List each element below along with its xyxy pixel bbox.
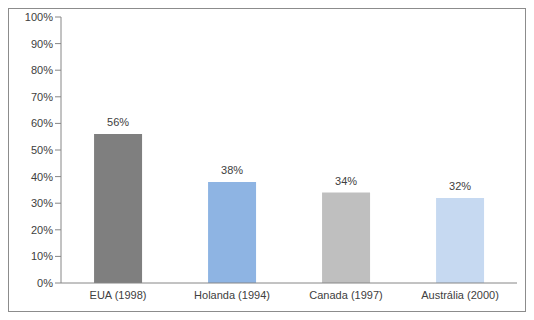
svg-text:Canada (1997): Canada (1997) (309, 289, 382, 301)
svg-text:40%: 40% (31, 171, 53, 183)
svg-text:Austrália (2000): Austrália (2000) (421, 289, 499, 301)
svg-text:30%: 30% (31, 197, 53, 209)
svg-text:60%: 60% (31, 117, 53, 129)
svg-text:EUA (1998): EUA (1998) (90, 289, 147, 301)
svg-text:70%: 70% (31, 91, 53, 103)
svg-text:34%: 34% (335, 175, 357, 187)
svg-text:20%: 20% (31, 224, 53, 236)
svg-text:10%: 10% (31, 250, 53, 262)
svg-text:50%: 50% (31, 144, 53, 156)
svg-text:Holanda (1994): Holanda (1994) (194, 289, 270, 301)
svg-text:38%: 38% (221, 164, 243, 176)
svg-text:80%: 80% (31, 64, 53, 76)
svg-text:56%: 56% (107, 116, 129, 128)
svg-text:32%: 32% (449, 180, 471, 192)
svg-text:90%: 90% (31, 38, 53, 50)
svg-text:100%: 100% (25, 11, 53, 23)
svg-text:0%: 0% (37, 277, 53, 289)
